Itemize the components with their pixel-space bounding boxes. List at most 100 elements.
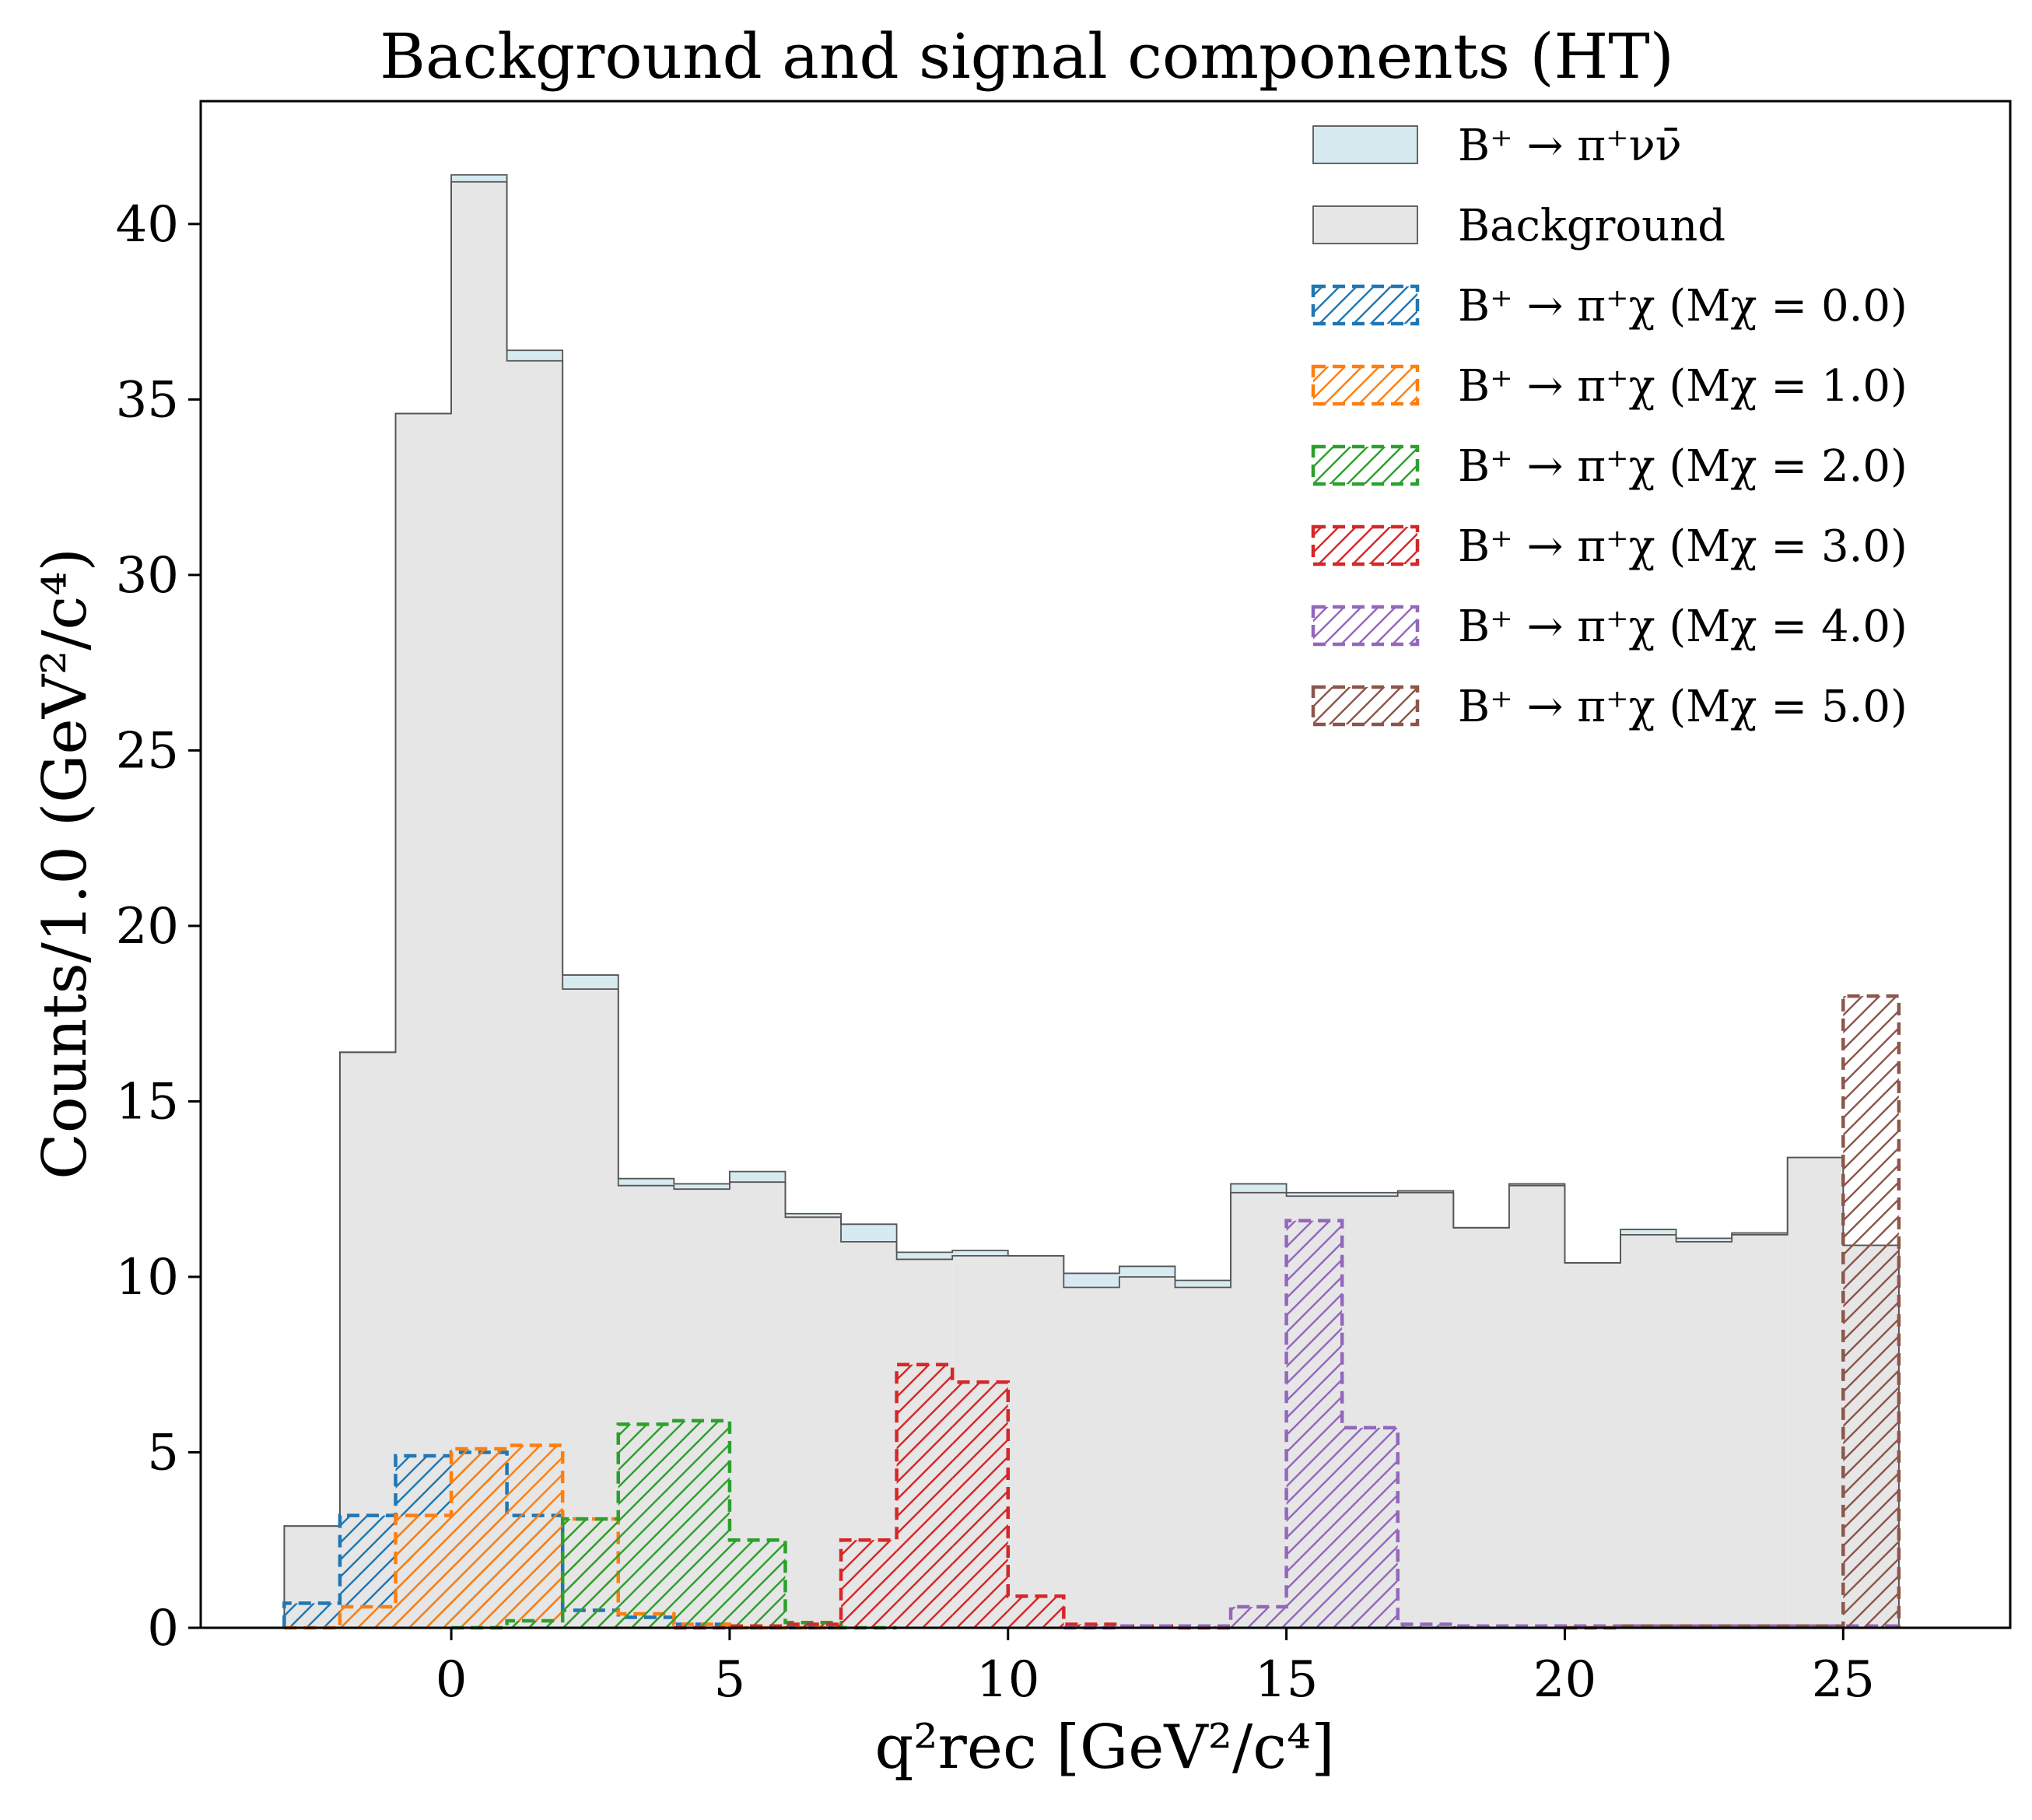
sm-signal-bar <box>1342 1192 1398 1197</box>
legend-item: B⁺ → π⁺χ (Mχ = 3.0) <box>1311 521 1908 572</box>
background-bar <box>1564 1262 1621 1628</box>
sm-signal-bar <box>1175 1280 1231 1288</box>
signal-series-5 <box>1564 994 1901 1630</box>
background-bar <box>1620 1234 1676 1628</box>
legend-label: B⁺ → π⁺νν̄ <box>1458 121 1682 171</box>
x-axis: 0 5 10 15 20 25 <box>436 1628 1875 1709</box>
signal-bar <box>618 1424 674 1628</box>
signal-series-3 <box>674 1362 1231 1630</box>
sm-signal-bar <box>1508 1184 1565 1186</box>
background-bar <box>395 413 452 1629</box>
signal-bar <box>1342 1427 1398 1628</box>
signal-series-4 <box>1063 1219 1901 1630</box>
sm-signal-bar <box>674 1184 730 1190</box>
signal-bar <box>506 1620 563 1628</box>
background-bar <box>1676 1241 1732 1628</box>
x-tick-label: 10 <box>976 1651 1039 1709</box>
sm-signal-outline <box>283 174 1900 1628</box>
legend-swatch <box>1311 284 1420 326</box>
y-tick-label: 35 <box>116 371 179 429</box>
legend-item: B⁺ → π⁺χ (Mχ = 1.0) <box>1311 361 1908 412</box>
background-bar <box>1007 1255 1064 1628</box>
legend-swatch <box>1311 364 1420 406</box>
background-bar <box>506 360 563 1628</box>
legend-label: Background <box>1458 201 1725 251</box>
background-bar <box>1508 1185 1565 1628</box>
background-bar <box>1732 1234 1788 1628</box>
signal-bar <box>952 1382 1008 1628</box>
sm-signal-bar <box>1676 1238 1732 1242</box>
legend-swatch <box>1312 205 1418 244</box>
y-tick-label: 25 <box>116 722 179 780</box>
background-outline <box>283 181 1900 1628</box>
background-bar <box>1119 1276 1175 1628</box>
signal-outline <box>674 1362 1231 1630</box>
legend-label: B⁺ → π⁺χ (Mχ = 2.0) <box>1458 441 1908 492</box>
legend: B⁺ → π⁺νν̄ Background B⁺ → π⁺χ (Mχ = 0.0) B… <box>1311 121 1908 732</box>
sm-signal-bar <box>1397 1191 1454 1193</box>
x-tick-label: 0 <box>436 1651 468 1709</box>
signal-bar <box>395 1515 452 1628</box>
sm-signal-bar <box>841 1224 897 1242</box>
legend-swatch <box>1311 444 1420 486</box>
signal-bar <box>562 1519 618 1628</box>
legend-swatch <box>1311 524 1420 566</box>
plot-frame <box>199 100 2012 1629</box>
signal-outline <box>451 1418 897 1630</box>
signal-outline <box>1564 994 1901 1630</box>
background-bar <box>1397 1192 1454 1628</box>
y-tick-label: 0 <box>147 1600 179 1657</box>
background-bar <box>1453 1227 1509 1628</box>
y-tick-label: 5 <box>147 1424 179 1482</box>
sm-signal-bar <box>729 1171 786 1183</box>
signal-bar <box>785 1624 842 1628</box>
signal-bar <box>284 1603 340 1628</box>
y-tick-label: 15 <box>116 1073 179 1131</box>
legend-label: B⁺ → π⁺χ (Mχ = 1.0) <box>1458 361 1908 412</box>
legend-label: B⁺ → π⁺χ (Mχ = 0.0) <box>1458 281 1908 331</box>
signal-bar <box>841 1540 897 1628</box>
legend-swatch <box>1312 125 1418 164</box>
signal-bar <box>1286 1220 1343 1628</box>
signal-bar <box>1231 1606 1287 1628</box>
signal-bar <box>1007 1596 1064 1628</box>
signal-bar <box>1843 996 1899 1628</box>
y-tick-label: 30 <box>116 547 179 605</box>
legend-label: B⁺ → π⁺χ (Mχ = 4.0) <box>1458 601 1908 652</box>
background-bar <box>1231 1192 1287 1628</box>
signal-bar <box>896 1364 953 1628</box>
sm-signal-bar <box>1286 1192 1343 1197</box>
legend-item: B⁺ → π⁺χ (Mχ = 0.0) <box>1311 281 1908 331</box>
signal-series-2 <box>451 1418 897 1630</box>
legend-swatch <box>1311 605 1420 647</box>
x-tick-label: 5 <box>714 1651 746 1709</box>
x-axis-label: q²rec [GeV²/c⁴] <box>874 1713 1334 1783</box>
x-tick-label: 15 <box>1255 1651 1318 1709</box>
legend-item: Background <box>1312 201 1725 251</box>
chart-title: Background and signal components (HT) <box>380 20 1674 93</box>
legend-label: B⁺ → π⁺χ (Mχ = 3.0) <box>1458 521 1908 572</box>
legend-item: B⁺ → π⁺χ (Mχ = 4.0) <box>1311 601 1908 652</box>
x-tick-label: 25 <box>1812 1651 1875 1709</box>
legend-item: B⁺ → π⁺χ (Mχ = 5.0) <box>1311 682 1908 732</box>
legend-item: B⁺ → π⁺χ (Mχ = 2.0) <box>1311 441 1908 492</box>
signal-bar <box>674 1420 730 1628</box>
signal-bar <box>339 1606 396 1628</box>
sm-signal-bar <box>1119 1266 1175 1277</box>
x-tick-label: 20 <box>1533 1651 1596 1709</box>
sm-signal-bar <box>896 1252 953 1260</box>
sm-signal-bar <box>952 1250 1008 1256</box>
sm-signal-bar <box>451 174 507 182</box>
sm-signal-bar <box>785 1213 842 1218</box>
background-bar <box>1787 1157 1844 1628</box>
background-bar <box>785 1217 842 1628</box>
background-bar <box>451 181 507 1629</box>
signal-bar <box>1397 1624 1454 1628</box>
signal-bar <box>506 1445 563 1628</box>
y-axis: 0 5 10 15 20 25 30 35 40 <box>116 196 201 1657</box>
sm-signal-bar <box>1732 1233 1788 1235</box>
sm-signal-bar <box>618 1178 674 1186</box>
y-axis-label: Counts/1.0 (GeV²/c⁴) <box>30 548 100 1180</box>
y-tick-label: 10 <box>116 1249 179 1306</box>
